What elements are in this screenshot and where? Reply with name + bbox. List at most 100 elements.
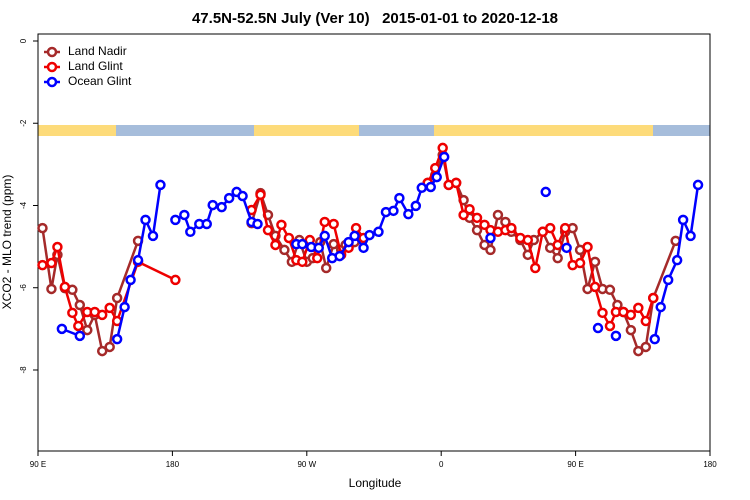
land-strip: [434, 125, 653, 136]
data-point: [471, 212, 483, 224]
data-point: [46, 283, 57, 295]
data-point: [252, 218, 263, 230]
data-point: [655, 301, 666, 313]
data-point: [610, 330, 622, 342]
data-point: [96, 309, 108, 321]
data-point: [597, 307, 608, 319]
data-point: [540, 186, 551, 198]
data-point: [125, 274, 136, 286]
data-point: [223, 192, 235, 204]
legend-marker: [46, 76, 58, 88]
data-point: [207, 199, 218, 211]
data-point: [104, 302, 115, 314]
chart-title: 47.5N-52.5N July (Ver 10) 2015-01-01 to …: [192, 10, 558, 27]
data-point: [373, 226, 384, 238]
data-point: [73, 320, 84, 332]
x-axis-label: Longitude: [349, 476, 402, 490]
data-point: [506, 222, 517, 234]
data-point: [633, 345, 644, 357]
data-point: [403, 208, 414, 220]
land-strip: [254, 125, 359, 136]
data-point: [201, 218, 212, 230]
data-point: [458, 209, 469, 221]
data-point: [328, 218, 339, 230]
data-point: [46, 257, 57, 269]
data-point: [394, 192, 405, 204]
x-tick-label: 180: [166, 460, 180, 469]
data-point: [431, 171, 442, 183]
data-point: [132, 254, 144, 266]
data-point: [170, 214, 181, 226]
data-point: [37, 259, 48, 271]
data-point: [255, 189, 266, 201]
data-point: [530, 262, 541, 274]
data-point: [279, 244, 290, 256]
data-point: [343, 236, 354, 248]
data-point: [320, 262, 332, 274]
data-point: [313, 242, 324, 254]
data-point: [604, 284, 616, 296]
data-point: [170, 274, 181, 286]
data-point: [544, 222, 556, 234]
data-point: [111, 292, 123, 304]
plot-frame: [37, 33, 711, 452]
data-point: [464, 203, 475, 215]
data-point: [185, 226, 196, 238]
data-point: [104, 341, 115, 353]
data-point: [262, 224, 274, 236]
data-point: [633, 302, 644, 314]
data-point: [640, 341, 652, 353]
data-point: [625, 309, 637, 321]
data-point: [685, 230, 696, 242]
data-point: [471, 224, 483, 236]
y-tick-label: -4: [19, 201, 28, 209]
data-point: [640, 315, 652, 327]
ocean-strip: [653, 125, 710, 136]
legend-marker: [46, 61, 58, 73]
data-point: [140, 214, 151, 226]
data-point: [604, 320, 616, 332]
data-point: [297, 256, 308, 268]
data-point: [237, 190, 248, 202]
legend-label: Land Nadir: [68, 44, 127, 58]
data-point: [589, 256, 601, 268]
data-point: [37, 222, 48, 234]
data-point: [297, 238, 308, 250]
x-tick-label: 90 E: [567, 460, 583, 469]
data-point: [67, 307, 78, 319]
data-point: [388, 205, 399, 217]
data-point: [592, 322, 604, 334]
data-point: [574, 257, 586, 269]
ocean-strip: [116, 125, 254, 136]
data-point: [349, 230, 360, 242]
data-point: [155, 179, 166, 191]
data-point: [450, 177, 462, 189]
data-point: [437, 142, 448, 154]
land-strip: [38, 125, 116, 136]
data-point: [119, 301, 130, 313]
data-point: [485, 232, 496, 244]
data-point: [179, 209, 190, 221]
y-axis-label: XCO2 - MLO trend (ppm): [0, 175, 14, 310]
data-point: [270, 239, 281, 251]
data-point: [319, 216, 330, 228]
data-point: [649, 333, 660, 345]
data-point: [52, 241, 63, 253]
data-point: [147, 230, 159, 242]
data-point: [59, 281, 71, 293]
data-point: [692, 179, 704, 191]
legend-label: Ocean Glint: [68, 74, 132, 88]
legend-label: Land Glint: [68, 59, 123, 73]
ocean-strip: [359, 125, 434, 136]
x-tick-label: 0: [439, 460, 444, 469]
data-point: [319, 230, 330, 242]
data-point: [410, 200, 422, 212]
data-point: [96, 345, 108, 357]
data-point: [56, 323, 68, 335]
x-tick-label: 90 W: [297, 460, 316, 469]
data-point: [276, 219, 287, 231]
y-tick-label: -6: [19, 284, 28, 292]
land-mask: [38, 125, 710, 136]
data-point: [364, 229, 375, 241]
